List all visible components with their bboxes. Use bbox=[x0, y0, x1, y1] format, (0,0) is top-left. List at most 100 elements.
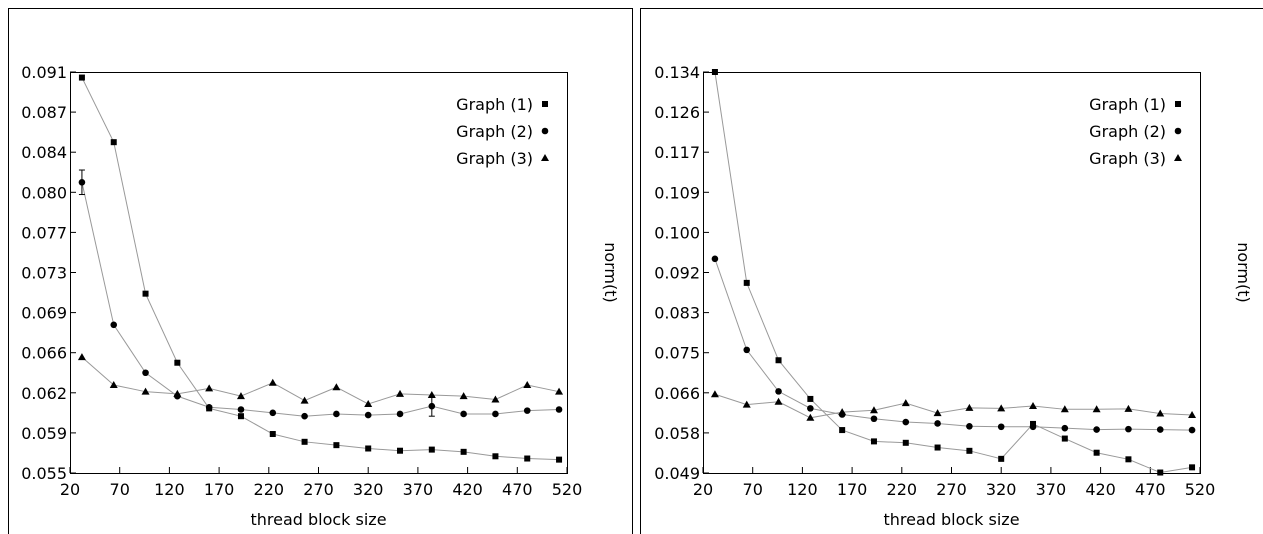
data-point bbox=[870, 415, 878, 423]
data-point bbox=[396, 389, 405, 397]
y-tick-label: 0.080 bbox=[21, 183, 67, 202]
y-tick-label: 0.126 bbox=[654, 103, 700, 122]
data-point bbox=[142, 369, 149, 377]
data-point bbox=[902, 439, 909, 446]
data-point bbox=[934, 420, 941, 427]
x-axis-label: thread block size bbox=[250, 510, 386, 529]
x-tick-label: 170 bbox=[204, 480, 235, 499]
data-point bbox=[1156, 426, 1164, 433]
y-tick-label: 0.073 bbox=[21, 264, 67, 283]
data-point bbox=[365, 445, 372, 452]
data-point bbox=[806, 413, 815, 421]
data-point bbox=[427, 391, 436, 399]
data-point bbox=[869, 406, 878, 414]
data-point bbox=[492, 453, 499, 460]
data-point bbox=[174, 359, 181, 366]
data-point bbox=[460, 448, 467, 455]
x-tick-label: 20 bbox=[693, 480, 713, 499]
chart-panel-2: 20 70 120 170 220 270 320 370 420 470 520 0.049 0.05… bbox=[640, 8, 1263, 534]
series-3 bbox=[77, 353, 564, 407]
data-point bbox=[901, 399, 910, 407]
legend-label: Graph (1) bbox=[1089, 95, 1166, 114]
series-line bbox=[714, 258, 1193, 431]
data-point bbox=[141, 387, 150, 395]
data-point bbox=[1093, 426, 1100, 433]
data-point bbox=[1029, 402, 1038, 410]
legend-label: Graph (3) bbox=[456, 149, 533, 168]
legend-marker bbox=[1174, 127, 1182, 135]
data-point bbox=[1188, 410, 1197, 418]
x-tick-label: 220 bbox=[254, 480, 285, 499]
data-point bbox=[1124, 404, 1133, 412]
series-line bbox=[81, 77, 560, 461]
data-point bbox=[1061, 424, 1069, 432]
x-tick-label: 520 bbox=[1185, 480, 1216, 499]
data-point bbox=[1093, 449, 1100, 456]
data-point bbox=[933, 409, 942, 417]
data-point bbox=[397, 447, 404, 454]
data-point bbox=[428, 402, 436, 410]
data-point bbox=[269, 409, 277, 417]
data-point bbox=[774, 397, 783, 405]
x-tick-label: 270 bbox=[303, 480, 334, 499]
data-point bbox=[807, 395, 814, 402]
series-2 bbox=[711, 255, 1196, 434]
x-tick-label: 470 bbox=[502, 480, 533, 499]
x-tick-label: 370 bbox=[403, 480, 434, 499]
data-point bbox=[236, 392, 245, 400]
legend-marker bbox=[541, 127, 549, 135]
legend-label: Graph (1) bbox=[456, 95, 533, 114]
x-tick-label: 320 bbox=[986, 480, 1017, 499]
data-point bbox=[109, 381, 118, 389]
data-point bbox=[743, 346, 751, 354]
y-tick-label: 0.077 bbox=[21, 223, 67, 242]
y-tick-label: 0.058 bbox=[654, 424, 700, 443]
y-tick-label: 0.066 bbox=[21, 344, 67, 363]
x-tick-label: 220 bbox=[887, 480, 918, 499]
data-point bbox=[711, 255, 719, 263]
x-tick-label: 320 bbox=[353, 480, 384, 499]
data-point bbox=[110, 321, 118, 329]
data-point bbox=[173, 389, 182, 397]
panel-frame bbox=[8, 8, 633, 534]
data-point bbox=[966, 447, 973, 454]
data-point bbox=[743, 279, 750, 286]
data-point bbox=[492, 410, 499, 418]
series-1 bbox=[78, 74, 563, 463]
data-point bbox=[839, 427, 846, 434]
y-tick-label: 0.087 bbox=[21, 103, 67, 122]
y-tick-label: 0.059 bbox=[21, 424, 67, 443]
data-point bbox=[1060, 405, 1069, 413]
x-tick-label: 170 bbox=[837, 480, 868, 499]
data-point bbox=[1029, 423, 1037, 431]
data-point bbox=[205, 403, 213, 411]
legend-label: Graph (3) bbox=[1089, 149, 1166, 168]
x-tick-label: 420 bbox=[452, 480, 483, 499]
data-point bbox=[710, 390, 719, 398]
data-point bbox=[428, 446, 435, 453]
x-tick-label: 20 bbox=[60, 480, 80, 499]
legend-label: Graph (2) bbox=[1089, 122, 1166, 141]
data-point bbox=[742, 400, 751, 408]
data-point bbox=[1125, 456, 1132, 463]
data-point bbox=[237, 413, 244, 420]
data-point bbox=[142, 290, 149, 297]
x-tick-label: 520 bbox=[552, 480, 583, 499]
data-point bbox=[807, 405, 814, 412]
data-point bbox=[555, 406, 563, 413]
data-point bbox=[523, 381, 532, 389]
y-tick-label: 0.062 bbox=[21, 384, 67, 403]
data-point bbox=[775, 388, 782, 395]
data-point bbox=[78, 178, 86, 186]
data-point bbox=[1189, 464, 1196, 471]
series-2 bbox=[78, 169, 563, 420]
legend-marker bbox=[1174, 154, 1182, 161]
x-tick-label: 70 bbox=[743, 480, 763, 499]
data-point bbox=[268, 378, 277, 386]
data-point bbox=[77, 353, 86, 361]
y-tick-label: 0.075 bbox=[654, 344, 700, 363]
data-point bbox=[556, 456, 563, 463]
data-point bbox=[78, 74, 85, 81]
data-point bbox=[524, 455, 531, 462]
